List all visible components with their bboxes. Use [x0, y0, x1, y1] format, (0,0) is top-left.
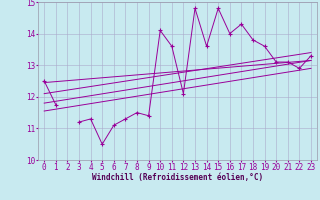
X-axis label: Windchill (Refroidissement éolien,°C): Windchill (Refroidissement éolien,°C) [92, 173, 263, 182]
